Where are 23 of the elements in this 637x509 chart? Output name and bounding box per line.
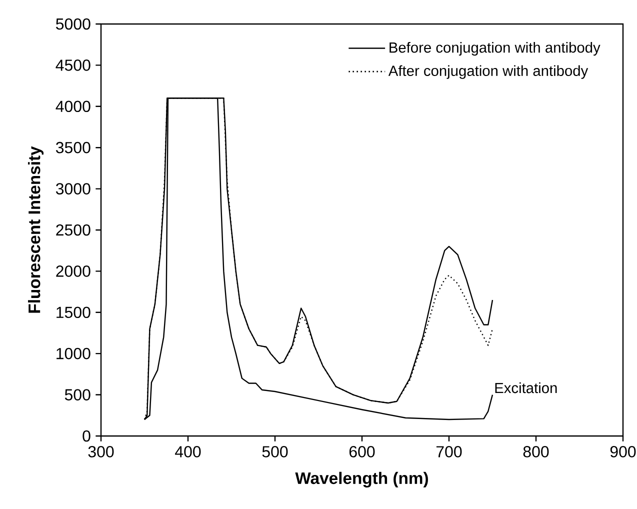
y-tick-label: 2500	[56, 224, 90, 236]
y-tick-label: 5000	[56, 18, 90, 30]
x-tick-label: 500	[262, 446, 288, 458]
y-tick-label: 4500	[56, 60, 90, 71]
y-tick-label: 4000	[56, 100, 90, 112]
y-tick-label: 1000	[56, 348, 90, 360]
y-axis-title: Fluorescent Intensity	[28, 146, 44, 313]
y-tick-label: 2000	[56, 266, 90, 277]
y-tick-label: 1500	[56, 306, 90, 318]
y-tick-label: 3500	[56, 142, 90, 154]
annotation: Excitation	[495, 382, 557, 394]
legend-label: After conjugation with antibody	[388, 65, 588, 79]
x-tick-label: 300	[88, 446, 114, 458]
x-tick-label: 900	[610, 446, 636, 458]
y-tick-label: 3000	[56, 183, 90, 194]
legend-label: Before conjugation with antibody	[390, 42, 600, 56]
x-tick-label: 700	[436, 446, 462, 458]
x-tick-label: 400	[175, 446, 201, 458]
y-tick-label: 500	[64, 389, 90, 400]
x-tick-label: 600	[349, 446, 375, 458]
y-tick-label: 0	[82, 430, 90, 442]
x-axis-title: Wavelength (nm)	[295, 472, 428, 488]
x-tick-label: 800	[523, 446, 549, 458]
